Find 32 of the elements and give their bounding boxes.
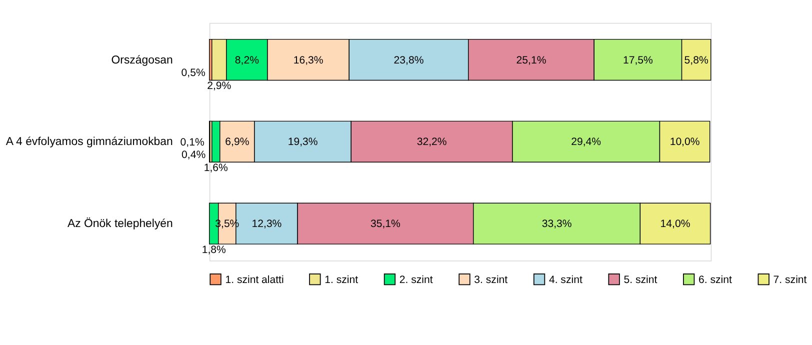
y-tick-label: A 4 évfolyamos gimnáziumokban [6,136,173,148]
data-label: 6,9% [225,136,250,148]
y-tick-label: Országosan [111,54,173,66]
data-label: 0,4% [182,148,206,161]
legend-label: 4. szint [548,274,582,286]
legend-label: 3. szint [474,274,508,286]
data-label: 14,0% [660,218,690,230]
data-label: 0,1% [180,136,204,149]
data-label: 1,8% [202,244,226,256]
data-label: 25,1% [516,54,546,66]
data-label: 35,1% [370,218,400,230]
data-label: 17,5% [622,54,653,66]
data-label: 0,5% [181,67,206,80]
legend-label: 7. szint [773,274,807,286]
data-label: 2,9% [207,80,232,92]
legend-label: 6. szint [698,274,732,286]
data-label: 12,3% [252,218,282,230]
data-label: 32,2% [416,136,447,148]
legend-label: 5. szint [624,274,658,286]
data-label: 23,8% [394,54,424,66]
data-label: 1,6% [204,162,228,174]
data-label: 19,3% [288,136,318,148]
data-label: 29,4% [571,136,602,148]
data-label: 16,3% [293,54,324,66]
data-label: 5,8% [684,54,708,66]
data-label: 10,0% [670,136,700,148]
legend-label: 2. szint [399,274,433,286]
y-tick-label: Az Önök telephelyén [67,217,173,230]
data-label: 8,2% [234,54,259,66]
legend-label: 1. szint [324,274,358,286]
data-label: 33,3% [542,218,572,230]
legend-label: 1. szint alatti [225,274,284,286]
